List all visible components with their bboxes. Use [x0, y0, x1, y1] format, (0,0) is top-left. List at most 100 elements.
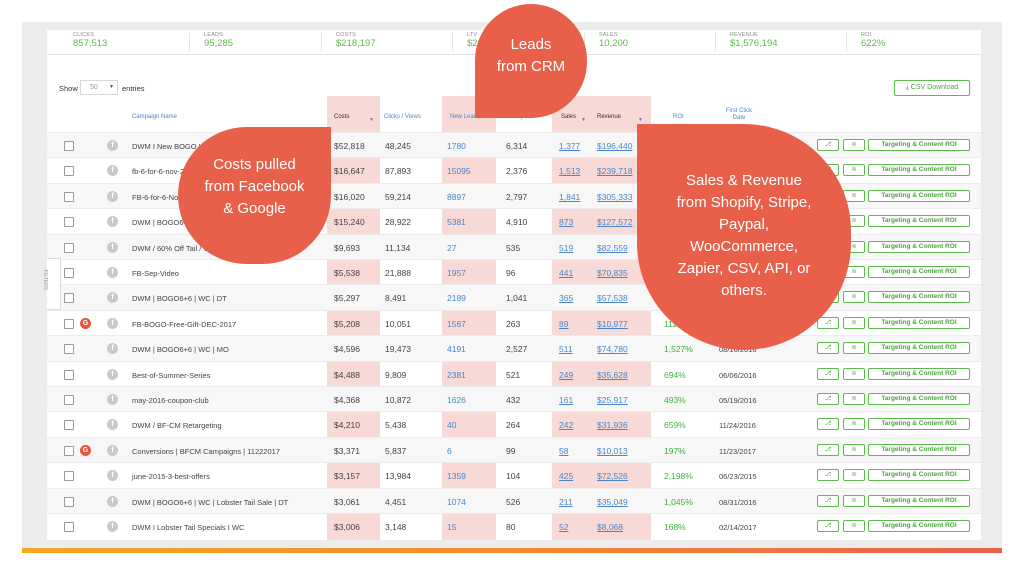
- targeting-content-roi-button[interactable]: Targeting & Content ROI: [868, 240, 970, 253]
- campaign-name[interactable]: FB-BOGO-Free-Gift-DEC-2017: [132, 319, 237, 329]
- row-checkbox[interactable]: [64, 395, 74, 405]
- row-checkbox[interactable]: [64, 496, 74, 507]
- chart-report-icon[interactable]: ≋: [843, 139, 865, 151]
- campaign-name[interactable]: Conversions | BFCM Campaigns | 11222017: [132, 446, 280, 456]
- cell-sales[interactable]: 52: [559, 522, 569, 532]
- row-checkbox[interactable]: [64, 522, 74, 532]
- row-checkbox[interactable]: [64, 471, 74, 482]
- funnel-report-icon[interactable]: ⎇: [817, 494, 839, 507]
- funnel-report-icon[interactable]: ⎇: [817, 342, 839, 355]
- chart-report-icon[interactable]: ≋: [843, 367, 865, 380]
- chart-report-icon[interactable]: ≋: [843, 443, 865, 456]
- targeting-content-roi-button[interactable]: Targeting & Content ROI: [868, 164, 970, 177]
- chart-report-icon[interactable]: ≋: [843, 469, 865, 482]
- cell-revenue[interactable]: $10,013: [597, 445, 628, 456]
- targeting-content-roi-button[interactable]: Targeting & Content ROI: [868, 494, 970, 507]
- campaign-name[interactable]: june-2015-3-best-offers: [132, 472, 210, 482]
- cell-revenue[interactable]: $31,936: [597, 420, 628, 431]
- cell-sales[interactable]: 425: [559, 471, 574, 482]
- campaign-name[interactable]: DWM | BOGO6+6 | WC | MO: [132, 345, 229, 355]
- cell-revenue[interactable]: $82,559: [597, 242, 628, 253]
- chart-report-icon[interactable]: ≋: [843, 494, 865, 507]
- targeting-content-roi-button[interactable]: Targeting & Content ROI: [868, 342, 970, 355]
- cell-revenue[interactable]: $74,780: [597, 344, 628, 355]
- funnel-report-icon[interactable]: ⎇: [817, 139, 839, 151]
- campaign-name[interactable]: FB-Sep-Video: [132, 269, 179, 278]
- row-checkbox[interactable]: [64, 242, 74, 253]
- targeting-content-roi-button[interactable]: Targeting & Content ROI: [868, 443, 970, 456]
- campaign-name[interactable]: DWM I New BOGO I WC: [132, 142, 216, 151]
- col-revenue[interactable]: Revenue: [597, 114, 622, 120]
- col-new-leads[interactable]: New Leads: [450, 114, 481, 120]
- row-checkbox[interactable]: [64, 318, 74, 329]
- campaign-name[interactable]: DWM | BOGO6+6 | WC | Lobster Tail Sale |…: [132, 497, 289, 507]
- cell-revenue[interactable]: $127,572: [597, 217, 633, 228]
- funnel-report-icon[interactable]: ⎇: [817, 520, 839, 532]
- cell-sales[interactable]: 1,377: [559, 141, 581, 151]
- cell-sales[interactable]: 89: [559, 318, 569, 329]
- row-checkbox[interactable]: [64, 445, 74, 456]
- cell-sales[interactable]: 249: [559, 369, 574, 380]
- cell-sales[interactable]: 1,513: [559, 166, 581, 177]
- cell-sales[interactable]: 58: [559, 445, 569, 456]
- targeting-content-roi-button[interactable]: Targeting & Content ROI: [868, 291, 970, 304]
- cell-sales[interactable]: 365: [559, 293, 574, 304]
- cell-sales[interactable]: 511: [559, 344, 573, 355]
- col-costs[interactable]: Costs: [334, 114, 350, 120]
- cell-revenue[interactable]: $35,049: [597, 496, 628, 507]
- csv-download-button[interactable]: ⤓ CSV Download: [894, 80, 970, 96]
- row-checkbox[interactable]: [64, 293, 74, 304]
- funnel-report-icon[interactable]: ⎇: [817, 469, 839, 482]
- row-checkbox[interactable]: [64, 420, 74, 431]
- funnel-report-icon[interactable]: ⎇: [817, 367, 839, 380]
- row-checkbox[interactable]: [64, 191, 74, 202]
- cell-revenue[interactable]: $35,628: [597, 369, 628, 380]
- funnel-report-icon[interactable]: ⎇: [817, 316, 839, 329]
- chart-report-icon[interactable]: ≋: [843, 266, 865, 278]
- col-clicks[interactable]: Clicks / Views: [384, 114, 421, 120]
- campaign-name[interactable]: DWM | BOGO6+6 | WC: [132, 218, 211, 228]
- cell-sales[interactable]: 873: [559, 217, 574, 228]
- row-checkbox[interactable]: [64, 369, 74, 380]
- cell-revenue[interactable]: $72,526: [597, 471, 628, 482]
- targeting-content-roi-button[interactable]: Targeting & Content ROI: [868, 418, 970, 431]
- chart-report-icon[interactable]: ≋: [843, 164, 865, 177]
- targeting-content-roi-button[interactable]: Targeting & Content ROI: [868, 469, 970, 482]
- col-campaign-name[interactable]: Campaign Name: [132, 114, 178, 120]
- col-first-click-date[interactable]: First Click Date: [725, 108, 753, 121]
- filters-tab[interactable]: FILTERS: [42, 258, 61, 310]
- cell-revenue[interactable]: $70,835: [597, 268, 628, 278]
- targeting-content-roi-button[interactable]: Targeting & Content ROI: [868, 520, 970, 532]
- chart-report-icon[interactable]: ≋: [843, 342, 865, 355]
- col-roi[interactable]: ROI: [673, 114, 684, 120]
- targeting-content-roi-button[interactable]: Targeting & Content ROI: [868, 367, 970, 380]
- cell-sales[interactable]: 242: [559, 420, 574, 431]
- cell-revenue[interactable]: $196,440: [597, 141, 633, 151]
- campaign-name[interactable]: fb-6-for-6-nov-2015: [132, 167, 197, 177]
- cell-revenue[interactable]: $305,333: [597, 191, 633, 202]
- targeting-content-roi-button[interactable]: Targeting & Content ROI: [868, 393, 970, 405]
- campaign-name[interactable]: DWM | BOGO6+6 | WC | DT: [132, 294, 227, 304]
- cell-sales[interactable]: 211: [559, 496, 573, 507]
- targeting-content-roi-button[interactable]: Targeting & Content ROI: [868, 215, 970, 228]
- cell-revenue[interactable]: $25,917: [597, 395, 628, 405]
- row-checkbox[interactable]: [64, 217, 74, 228]
- chart-report-icon[interactable]: ≋: [843, 291, 865, 304]
- cell-sales[interactable]: 161: [559, 395, 574, 405]
- campaign-name[interactable]: may-2016-coupon-club: [132, 396, 209, 405]
- funnel-report-icon[interactable]: ⎇: [817, 418, 839, 431]
- campaign-name[interactable]: DWM / BF-CM Retargeting: [132, 421, 222, 431]
- chart-report-icon[interactable]: ≋: [843, 418, 865, 431]
- targeting-content-roi-button[interactable]: Targeting & Content ROI: [868, 266, 970, 278]
- targeting-content-roi-button[interactable]: Targeting & Content ROI: [868, 139, 970, 151]
- col-sales[interactable]: Sales: [561, 114, 577, 120]
- campaign-name[interactable]: DWM / 60% Off Tail / WC: [132, 243, 216, 253]
- row-checkbox[interactable]: [64, 268, 74, 278]
- funnel-report-icon[interactable]: ⎇: [817, 443, 839, 456]
- cell-revenue[interactable]: $8,068: [597, 522, 623, 532]
- cell-sales[interactable]: 441: [559, 268, 574, 278]
- row-checkbox[interactable]: [64, 166, 74, 177]
- cell-revenue[interactable]: $57,538: [597, 293, 628, 304]
- entries-select[interactable]: 50 ▾: [80, 80, 118, 95]
- targeting-content-roi-button[interactable]: Targeting & Content ROI: [868, 189, 970, 202]
